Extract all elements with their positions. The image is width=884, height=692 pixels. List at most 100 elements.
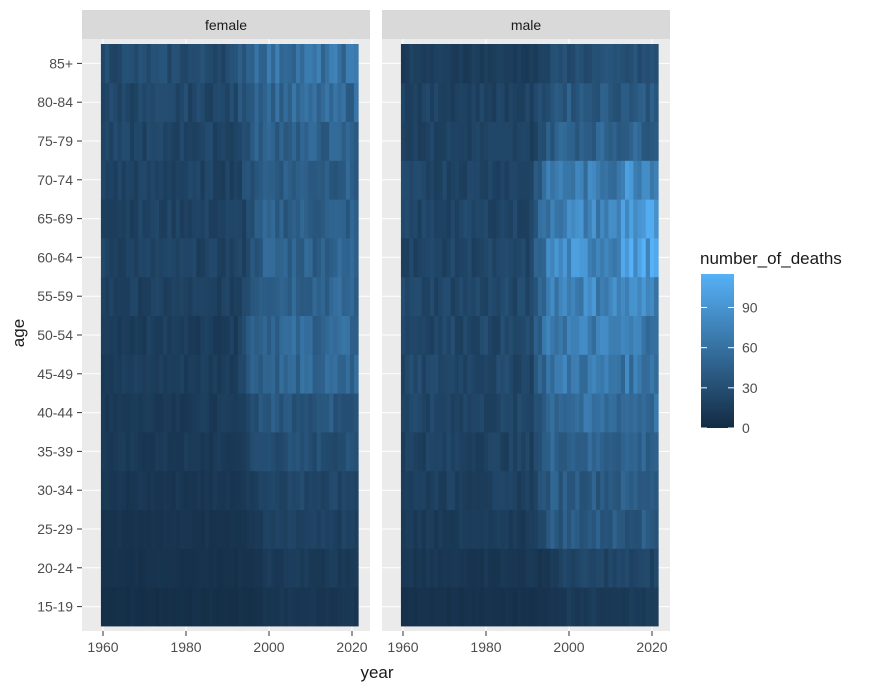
heatmap-cell [163, 276, 168, 316]
heatmap-cell [129, 432, 135, 472]
heatmap-cell [550, 238, 555, 278]
heatmap-cell [320, 393, 326, 433]
heatmap-cell [266, 44, 272, 84]
heatmap-cell [271, 82, 276, 122]
heatmap-cell [479, 121, 485, 161]
heatmap-cell [217, 354, 222, 394]
heatmap-cell [595, 393, 601, 433]
heatmap-cell [438, 121, 443, 161]
heatmap-cell [442, 509, 447, 549]
heatmap-cell [446, 470, 452, 510]
heatmap-cell [208, 393, 214, 433]
heatmap-cell [400, 470, 406, 510]
heatmap-cell [595, 160, 601, 200]
heatmap-cell [138, 587, 143, 627]
heatmap-cell [129, 44, 135, 84]
heatmap-cell [620, 160, 626, 200]
heatmap-cell [279, 432, 284, 472]
heatmap-cell [438, 548, 443, 588]
heatmap-cell [349, 121, 355, 161]
heatmap-cell [583, 121, 589, 161]
heatmap-cell [113, 393, 118, 433]
heatmap-cell [587, 82, 593, 122]
heatmap-cell [171, 470, 177, 510]
heatmap-cell [405, 470, 410, 510]
heatmap-cell [142, 121, 147, 161]
heatmap-cell [413, 470, 418, 510]
heatmap-cell [542, 354, 547, 394]
heatmap-cell [121, 121, 127, 161]
heatmap-cell [479, 160, 485, 200]
heatmap-cell [467, 393, 472, 433]
heatmap-cell [175, 315, 181, 355]
heatmap-cell [583, 432, 589, 472]
heatmap-cell [546, 199, 551, 239]
heatmap-cell [304, 160, 309, 200]
heatmap-cell [479, 44, 485, 84]
heatmap-cell [533, 238, 539, 278]
heatmap-cell [154, 470, 160, 510]
heatmap-cell [179, 354, 185, 394]
heatmap-cell [475, 393, 481, 433]
heatmap-cell [171, 238, 177, 278]
heatmap-cell [625, 238, 630, 278]
heatmap-cell [134, 44, 139, 84]
heatmap-cell [587, 276, 593, 316]
heatmap-cell [271, 587, 276, 627]
heatmap-cell [246, 354, 251, 394]
heatmap-cell [163, 160, 168, 200]
heatmap-cell [521, 432, 526, 472]
heatmap-cell [105, 587, 110, 627]
heatmap-cell [483, 354, 489, 394]
heatmap-cell [250, 393, 255, 433]
heatmap-cell [591, 315, 597, 355]
heatmap-cell [258, 354, 264, 394]
heatmap-cell [475, 587, 481, 627]
heatmap-cell [442, 238, 447, 278]
heatmap-cell [295, 199, 301, 239]
heatmap-cell [479, 354, 485, 394]
heatmap-cell [192, 121, 197, 161]
heatmap-cell [354, 470, 359, 510]
heatmap-cell [492, 432, 497, 472]
heatmap-cell [325, 354, 330, 394]
heatmap-cell [225, 470, 230, 510]
heatmap-cell [354, 238, 359, 278]
heatmap-cell [471, 44, 477, 84]
heatmap-cell [200, 432, 206, 472]
heatmap-cell [171, 160, 177, 200]
heatmap-cell [579, 587, 584, 627]
heatmap-cell [125, 315, 131, 355]
heatmap-cell [134, 121, 139, 161]
heatmap-cell [204, 44, 210, 84]
heatmap-cell [125, 121, 131, 161]
heatmap-cell [337, 276, 343, 316]
heatmap-cell [533, 160, 539, 200]
heatmap-cell [188, 587, 193, 627]
heatmap-cell [349, 315, 355, 355]
heatmap-cell [163, 82, 168, 122]
heatmap-cell [459, 470, 464, 510]
heatmap-cell [504, 587, 510, 627]
heatmap-cell [645, 548, 651, 588]
heatmap-cell [225, 432, 230, 472]
heatmap-cell [113, 509, 118, 549]
heatmap-cell [620, 587, 626, 627]
heatmap-cell [229, 432, 235, 472]
heatmap-cell [467, 470, 472, 510]
heatmap-cell [316, 548, 322, 588]
heatmap-cell [320, 548, 326, 588]
heatmap-cell [325, 548, 330, 588]
heatmap-cell [454, 315, 460, 355]
heatmap-cell [583, 354, 589, 394]
heatmap-cell [254, 121, 260, 161]
heatmap-cell [463, 121, 468, 161]
heatmap-cell [200, 82, 206, 122]
heatmap-cell [125, 160, 131, 200]
heatmap-cell [558, 432, 564, 472]
heatmap-cell [167, 587, 172, 627]
heatmap-cell [637, 587, 643, 627]
heatmap-cell [413, 276, 418, 316]
heatmap-cell [250, 44, 255, 84]
